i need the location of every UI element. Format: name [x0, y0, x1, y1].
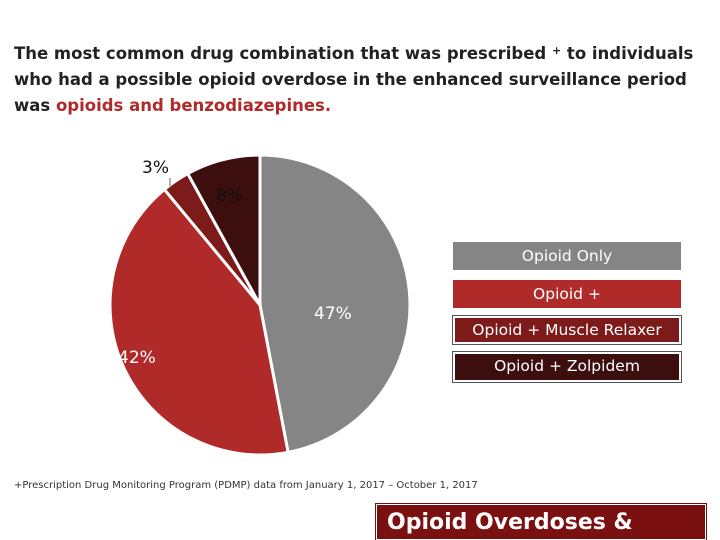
slice-opioid-only	[258, 153, 412, 454]
slice-label-opioid-only: 47%	[314, 304, 352, 324]
legend-zolpidem-label: Opioid + Zolpidem	[494, 357, 640, 375]
headline-period: .	[324, 96, 332, 115]
slice-zolpidem	[186, 153, 262, 307]
legend-muscle-relaxer: Opioid + Muscle Relaxer	[453, 316, 681, 344]
footer-title: Opioid Overdoses &	[376, 504, 706, 540]
headline-text-1: The most common drug combination that wa…	[14, 44, 552, 63]
legend-opioid-only-label: Opioid Only	[521, 247, 613, 265]
slice-label-zolpidem: 8%	[216, 186, 243, 206]
footnote: +Prescription Drug Monitoring Program (P…	[14, 480, 478, 491]
headline: The most common drug combination that wa…	[14, 38, 704, 119]
legend-benzodiazepine-label: Opioid +	[533, 285, 601, 303]
legend-benzodiazepine: Opioid +	[453, 280, 681, 308]
legend-muscle-relaxer-label: Opioid + Muscle Relaxer	[472, 321, 662, 339]
headline-accent: opioids and benzodiazepines	[55, 96, 325, 115]
dagger-mark: +	[551, 44, 562, 57]
legend-zolpidem: Opioid + Zolpidem	[453, 352, 681, 382]
slice-label-benzodiazepine: 42%	[118, 348, 156, 368]
legend-opioid-only: Opioid Only	[453, 242, 681, 270]
headline-text-2: to individuals who had a possible opioid…	[14, 44, 694, 115]
slice-benzodiazepine	[108, 187, 290, 457]
slice-label-muscle-relaxer: 3%	[142, 158, 169, 178]
